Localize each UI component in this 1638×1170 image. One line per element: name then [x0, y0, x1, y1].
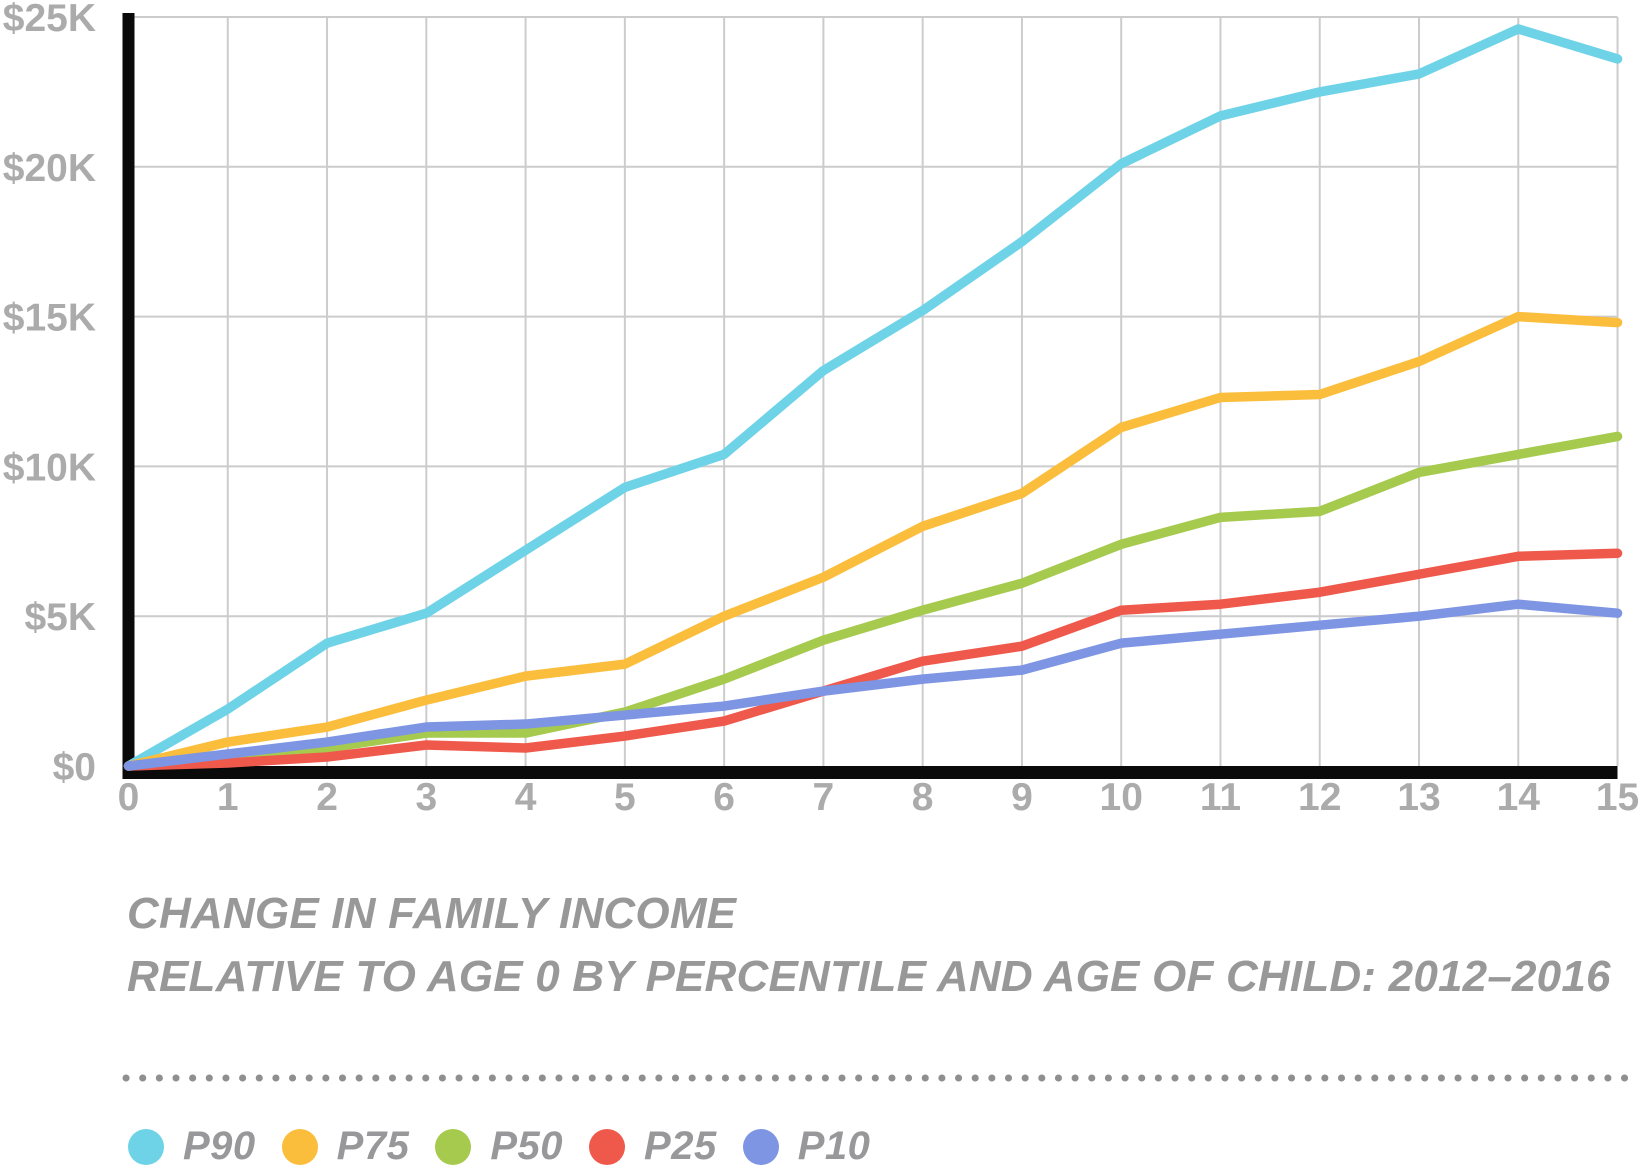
- legend-item-P50: P50: [435, 1124, 563, 1169]
- series-line-P50: [123, 431, 1623, 771]
- x-axis-bar: [122, 766, 1618, 779]
- x-tick-label: 7: [813, 776, 835, 819]
- y-tick-label: $10K: [3, 446, 96, 489]
- x-tick-label: 1: [217, 776, 239, 819]
- y-tick-label: $25K: [3, 0, 96, 40]
- chart-title-line1: CHANGE IN FAMILY INCOME: [127, 889, 737, 938]
- legend-swatch-P50: [435, 1128, 472, 1165]
- x-tick-label: 15: [1596, 776, 1638, 819]
- x-tick-label: 5: [614, 776, 636, 819]
- y-tick-label: $20K: [3, 147, 96, 190]
- x-tick-label: 11: [1200, 776, 1241, 819]
- series-line-P75: [123, 311, 1623, 771]
- legend-item-P10: P10: [742, 1124, 871, 1169]
- y-tick-label: $5K: [24, 596, 96, 639]
- legend-swatch-P25: [589, 1128, 626, 1165]
- legend-swatch-P90: [128, 1128, 164, 1165]
- x-tick-label: 0: [118, 776, 140, 819]
- x-tick-label: 14: [1497, 776, 1541, 819]
- legend-label-P25: P25: [644, 1124, 717, 1168]
- x-tick-label: 6: [713, 776, 735, 819]
- series-line-P25: [123, 548, 1623, 771]
- series-line-P90: [123, 24, 1623, 771]
- x-tick-label: 9: [1011, 776, 1033, 819]
- x-tick-label: 3: [415, 776, 437, 819]
- chart-title-line2: RELATIVE TO AGE 0 BY PERCENTILE AND AGE …: [127, 952, 1611, 1001]
- series-line-P10: [123, 599, 1623, 771]
- x-tick-label: 4: [515, 776, 537, 819]
- dotted-separator: [122, 1074, 1634, 1082]
- y-tick-label: $0: [53, 746, 96, 789]
- x-tick-label: 13: [1397, 776, 1440, 819]
- chart-legend: P90 P75 P50 P25 P10: [128, 1124, 870, 1169]
- legend-item-P25: P25: [589, 1124, 717, 1169]
- y-axis-bar: [122, 13, 135, 779]
- x-tick-label: 12: [1298, 776, 1341, 819]
- legend-item-P90: P90: [128, 1124, 256, 1169]
- x-tick-label: 10: [1100, 776, 1143, 819]
- legend-item-P75: P75: [281, 1124, 410, 1169]
- x-tick-label: 2: [316, 776, 338, 819]
- legend-label-P75: P75: [336, 1124, 410, 1168]
- y-tick-label: $15K: [3, 297, 96, 340]
- legend-label-P90: P90: [183, 1124, 256, 1168]
- chart-title: CHANGE IN FAMILY INCOME RELATIVE TO AGE …: [127, 882, 1611, 1008]
- legend-label-P10: P10: [797, 1124, 871, 1168]
- x-tick-label: 8: [912, 776, 934, 819]
- legend-swatch-P10: [742, 1128, 779, 1165]
- legend-swatch-P75: [281, 1128, 318, 1165]
- legend-label-P50: P50: [490, 1124, 564, 1168]
